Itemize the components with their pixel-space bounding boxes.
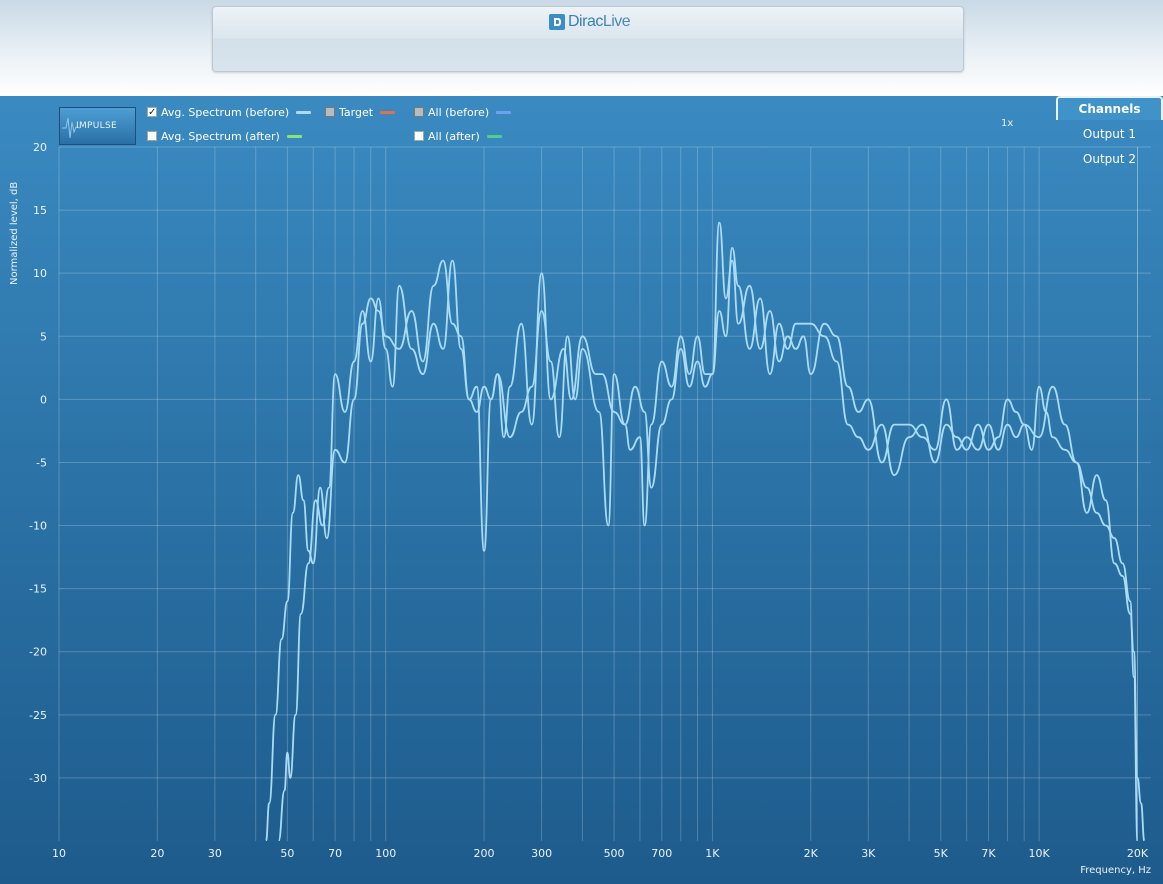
checkbox-disabled-icon[interactable]: [325, 107, 335, 117]
checkbox-icon[interactable]: [147, 131, 157, 141]
legend-avg-spectrum-before[interactable]: ✓ Avg. Spectrum (before): [147, 105, 312, 119]
checkbox-icon[interactable]: [414, 131, 424, 141]
y-axis-label: Normalized level, dB: [9, 182, 20, 285]
x-axis-label: Frequency, Hz: [1080, 865, 1151, 876]
x-tick-label: 3K: [861, 847, 876, 860]
channel-output-2[interactable]: Output 2: [1082, 152, 1137, 166]
chart-grid: [58, 146, 1151, 841]
x-tick-label: 10: [52, 847, 66, 860]
legend-all-before[interactable]: All (before): [414, 105, 512, 119]
x-tick-label: 10K: [1029, 847, 1051, 860]
title-banner: DiracLive: [212, 6, 964, 72]
x-tick-label: 1K: [705, 847, 720, 860]
impulse-button[interactable]: IMPULSE: [59, 107, 136, 145]
x-tick-label: 700: [651, 847, 672, 860]
legend-label: Avg. Spectrum (before): [161, 105, 290, 119]
checkbox-disabled-icon[interactable]: [414, 107, 424, 117]
legend-all-after[interactable]: All (after): [414, 129, 502, 143]
impulse-button-label: IMPULSE: [76, 121, 117, 131]
legend-swatch: [496, 110, 512, 114]
chart-curves: [265, 221, 1146, 841]
y-tick-label: 0: [40, 393, 47, 406]
x-tick-label: 2K: [804, 847, 819, 860]
measurement-panel: [0, 96, 1163, 884]
header-bar: DiracLive: [0, 0, 1163, 96]
legend-label: Target: [339, 105, 374, 119]
legend-avg-spectrum-after[interactable]: Avg. Spectrum (after): [147, 129, 302, 143]
x-tick-label: 50: [280, 847, 294, 860]
x-tick-label: 100: [375, 847, 396, 860]
y-tick-label: -25: [29, 709, 47, 722]
y-tick-label: -5: [36, 456, 47, 469]
x-tick-label: 30: [208, 847, 222, 860]
tab-channels[interactable]: Channels: [1056, 96, 1163, 120]
legend-swatch: [486, 134, 502, 138]
x-tick-label: 5K: [934, 847, 949, 860]
y-tick-label: -15: [29, 583, 47, 596]
legend-swatch: [296, 110, 312, 114]
spectrum-curve-1: [265, 221, 1146, 841]
y-tick-label: 20: [33, 141, 47, 154]
zoom-level[interactable]: 1x: [1001, 118, 1014, 129]
y-tick-label: -30: [29, 772, 47, 785]
x-tick-label: 20: [150, 847, 164, 860]
dirac-live-logo: DiracLive: [549, 13, 631, 31]
x-tick-labels: 10 20 30 50 70 100 200 300 500 700 1K 2K 3K 5K 7K 10K 20…: [52, 847, 1149, 860]
legend-label: All (before): [428, 105, 490, 119]
x-tick-label: 20K: [1127, 847, 1149, 860]
y-tick-label: 10: [33, 267, 47, 280]
channel-output-1[interactable]: Output 1: [1082, 127, 1137, 141]
checkbox-checked-icon[interactable]: ✓: [147, 107, 157, 118]
legend-label: Avg. Spectrum (after): [161, 129, 280, 143]
spectrum-curve-2: [277, 247, 1139, 841]
y-tick-label: -20: [29, 646, 47, 659]
x-tick-label: 300: [531, 847, 552, 860]
y-tick-label: 15: [33, 204, 47, 217]
logo-icon: [549, 14, 565, 30]
legend-swatch: [380, 110, 396, 114]
x-tick-label: 200: [474, 847, 495, 860]
legend-target[interactable]: Target: [325, 105, 396, 119]
legend-swatch: [286, 134, 302, 138]
y-tick-label: -10: [29, 520, 47, 533]
logo-text: DiracLive: [568, 13, 631, 30]
legend-label: All (after): [428, 129, 480, 143]
impulse-waveform-icon: [62, 117, 81, 139]
x-tick-label: 70: [328, 847, 342, 860]
x-tick-label: 500: [604, 847, 625, 860]
x-tick-label: 7K: [981, 847, 996, 860]
y-tick-labels: 20 15 10 5 0 -5 -10 -15 -20 -25 -30: [29, 141, 47, 785]
y-tick-label: 5: [40, 330, 47, 343]
